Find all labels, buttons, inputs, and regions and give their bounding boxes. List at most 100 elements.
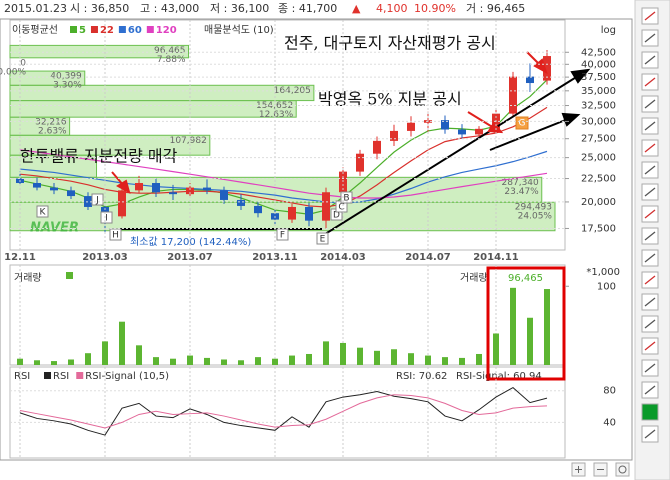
arrow-head — [561, 112, 581, 127]
quote-volume: 거 : 96,465 — [466, 2, 525, 15]
volume-bar — [544, 289, 550, 365]
scale-label: log — [601, 25, 616, 36]
point-box — [340, 191, 353, 204]
icon — [644, 275, 656, 285]
y-tick-label: 20,000 — [581, 197, 616, 208]
volume-bar — [85, 353, 91, 365]
volume-bar — [459, 357, 465, 365]
y-tick-label: 40,000 — [581, 59, 616, 70]
legend-label: 60 — [128, 25, 142, 36]
rsi-title: RSI — [14, 371, 30, 382]
volume-title: 거래량 — [14, 272, 42, 284]
candle-body — [543, 56, 551, 81]
point-box — [316, 232, 329, 245]
point-labels: K J I H F E D C B G — [36, 116, 529, 245]
candle-body — [441, 120, 449, 130]
legend-label: RSI — [53, 371, 69, 382]
y-tick-label: 27,500 — [581, 134, 616, 145]
ma-line — [19, 149, 548, 199]
rsi-line — [19, 386, 548, 436]
icon — [644, 143, 656, 153]
volume-bar — [476, 353, 482, 365]
volume-bar — [153, 357, 159, 365]
candle-body — [169, 192, 177, 195]
candle-body — [237, 199, 245, 206]
candle-body — [118, 190, 126, 217]
candle-body — [152, 183, 160, 193]
volume-bar — [221, 359, 227, 365]
tool-button[interactable] — [641, 403, 659, 421]
candle-body — [322, 192, 330, 221]
volume-unit: *1,000 — [586, 267, 620, 278]
volume-bar — [119, 321, 125, 365]
profile-label: 294,493 — [515, 203, 552, 213]
volume-bar — [170, 358, 176, 365]
legend-label: 5 — [79, 25, 86, 36]
y-tick-label: 35,000 — [581, 86, 616, 97]
icon — [618, 465, 627, 474]
arrow-head — [570, 68, 591, 84]
x-tick-label: 2013.11 — [252, 252, 298, 263]
volume-bar — [238, 360, 244, 365]
candle-body — [373, 140, 381, 154]
icon — [644, 209, 656, 219]
quote-bar: 2015.01.23 시 : 36,850 고 : 43,000 저 : 36,… — [4, 2, 525, 15]
profile-bar — [9, 100, 297, 118]
profile-label: 154,652 — [256, 101, 293, 111]
volume-bar — [527, 317, 533, 365]
volume-bar — [340, 342, 346, 365]
profile-pct: 24.05% — [518, 212, 553, 222]
point-label: D — [333, 211, 340, 221]
x-tick-label: 2013.03 — [82, 252, 128, 263]
legend-label: 120 — [156, 25, 177, 36]
point-box — [109, 228, 122, 241]
x-tick-label: 2014.07 — [405, 252, 451, 263]
trend-arrow — [321, 75, 579, 237]
profile-label: 32,216 — [35, 118, 67, 128]
profile-label: 0 — [20, 58, 26, 68]
rsi-readout: RSI: 70.62 — [396, 371, 447, 382]
candle-body — [458, 129, 466, 135]
profile-bar — [9, 70, 86, 86]
candle-body — [407, 122, 415, 131]
profile-pct: 7.88% — [157, 55, 186, 65]
profile-label: 107,982 — [170, 136, 207, 146]
icon — [644, 187, 656, 197]
legend-swatch — [70, 26, 77, 33]
trend-arrow — [489, 118, 569, 151]
point-label: B — [343, 194, 349, 204]
y-tick-label: 42,500 — [581, 47, 616, 58]
candle-body — [50, 187, 58, 191]
point-box — [515, 116, 529, 130]
volume-bar — [493, 333, 499, 365]
icon — [644, 319, 656, 329]
y-tick-label: 22,500 — [581, 174, 616, 185]
arrow-head — [487, 121, 504, 134]
legend-label: 22 — [100, 25, 114, 36]
point-label: K — [40, 208, 47, 218]
volume-bar — [391, 349, 397, 365]
candle-body — [356, 153, 364, 172]
quote-change: 4,100 — [376, 2, 408, 15]
y-tick-label: 40 — [603, 417, 616, 428]
profile-bar — [9, 134, 211, 156]
quote-date: 2015.01.23 — [4, 2, 67, 15]
candle-body — [254, 205, 262, 214]
toolbar — [634, 0, 670, 480]
icon — [644, 77, 656, 87]
quote-open: 시 : 36,850 — [70, 2, 129, 15]
volume-bar — [357, 347, 363, 365]
icon — [644, 363, 656, 373]
refresh[interactable] — [615, 462, 630, 477]
y-tick-label: 30,000 — [581, 116, 616, 127]
quote-close: 종 : 41,700 — [278, 2, 337, 15]
ma-line — [19, 79, 548, 215]
volume-bar — [442, 357, 448, 365]
legend-swatch — [118, 26, 126, 33]
ma-title: 이동평균선 — [12, 24, 58, 36]
point-label: I — [105, 214, 108, 224]
candle-body — [67, 190, 75, 197]
volume-bar — [272, 358, 278, 365]
